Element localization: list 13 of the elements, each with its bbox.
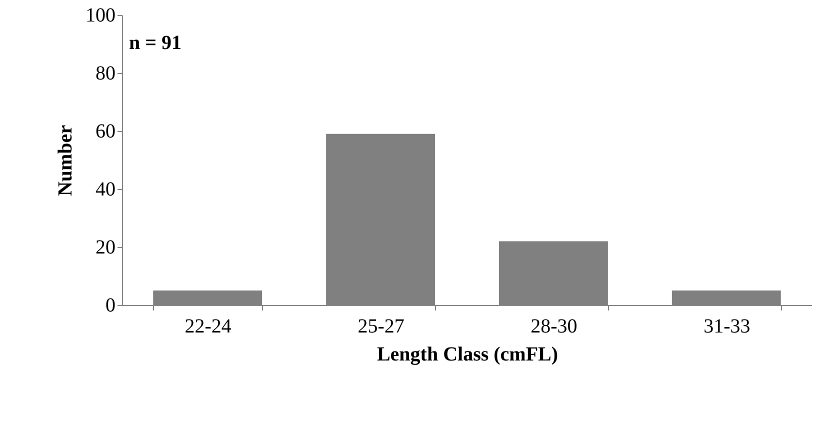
y-tick-label: 80: [96, 62, 116, 84]
x-tick-label: 28-30: [530, 316, 578, 338]
x-tick-label: 22-24: [184, 316, 232, 338]
y-tick-label: 40: [96, 178, 116, 200]
annotation: n = 91: [129, 32, 182, 54]
y-tick-label: 0: [106, 294, 116, 316]
x-tick-label: 31-33: [704, 316, 750, 338]
x-tick-label: 25-27: [358, 316, 404, 338]
y-axis-title: Number: [54, 124, 76, 196]
y-tick-label: 20: [96, 236, 116, 258]
y-tick-label: 60: [96, 120, 116, 142]
y-tick-label: 100: [86, 4, 116, 26]
x-axis-title: Length Class (cmFL): [376, 344, 558, 366]
